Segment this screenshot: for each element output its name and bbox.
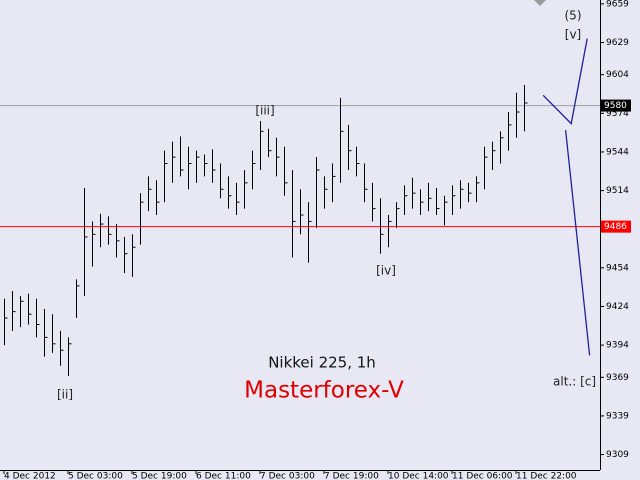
x-tick-label: 5 Dec 03:00 — [68, 472, 123, 480]
y-tick-label: 9454 — [606, 263, 629, 273]
y-tick-label: 9544 — [606, 147, 629, 157]
price-tag-label: 9486 — [604, 222, 627, 232]
x-tick-label: 10 Dec 14:00 — [388, 472, 449, 480]
y-tick-label: 9394 — [606, 341, 629, 351]
price-tag — [601, 220, 631, 233]
wave-label: [iv] — [376, 264, 396, 278]
wave-label: alt.: [c] — [553, 375, 596, 389]
y-tick-label: 9514 — [606, 186, 629, 196]
chart-subtitle: Masterforex-V — [244, 378, 404, 404]
shift-marker — [534, 0, 546, 6]
x-tick-label: 7 Dec 03:00 — [260, 472, 315, 480]
wave-projection — [542, 38, 588, 125]
y-tick-label: 9659 — [606, 0, 629, 9]
x-tick-label: 7 Dec 19:00 — [324, 472, 379, 480]
y-tick-label: 9604 — [606, 70, 629, 80]
y-tick-label: 9424 — [606, 302, 629, 312]
wave-label: [v] — [565, 28, 581, 42]
x-tick-label: 6 Dec 11:00 — [196, 472, 251, 480]
x-tick-label: 11 Dec 22:00 — [516, 472, 577, 480]
y-tick-label: 9339 — [606, 411, 629, 421]
chart-title: Nikkei 225, 1h — [268, 354, 376, 372]
wave-projection — [564, 129, 591, 356]
x-tick-label: 4 Dec 2012 — [4, 472, 56, 480]
y-tick-label: 9574 — [606, 109, 629, 119]
y-tick-label: 9369 — [606, 373, 629, 383]
x-tick-label: 5 Dec 19:00 — [132, 472, 187, 480]
wave-label: [ii] — [57, 388, 73, 402]
wave-label: (5) — [565, 9, 582, 23]
x-tick-label: 11 Dec 06:00 — [452, 472, 513, 480]
wave-label: [iii] — [255, 104, 274, 118]
y-tick-label: 9309 — [606, 450, 629, 460]
price-tag — [601, 99, 631, 112]
price-tag-label: 9580 — [604, 101, 627, 111]
y-tick-label: 9629 — [606, 38, 629, 48]
